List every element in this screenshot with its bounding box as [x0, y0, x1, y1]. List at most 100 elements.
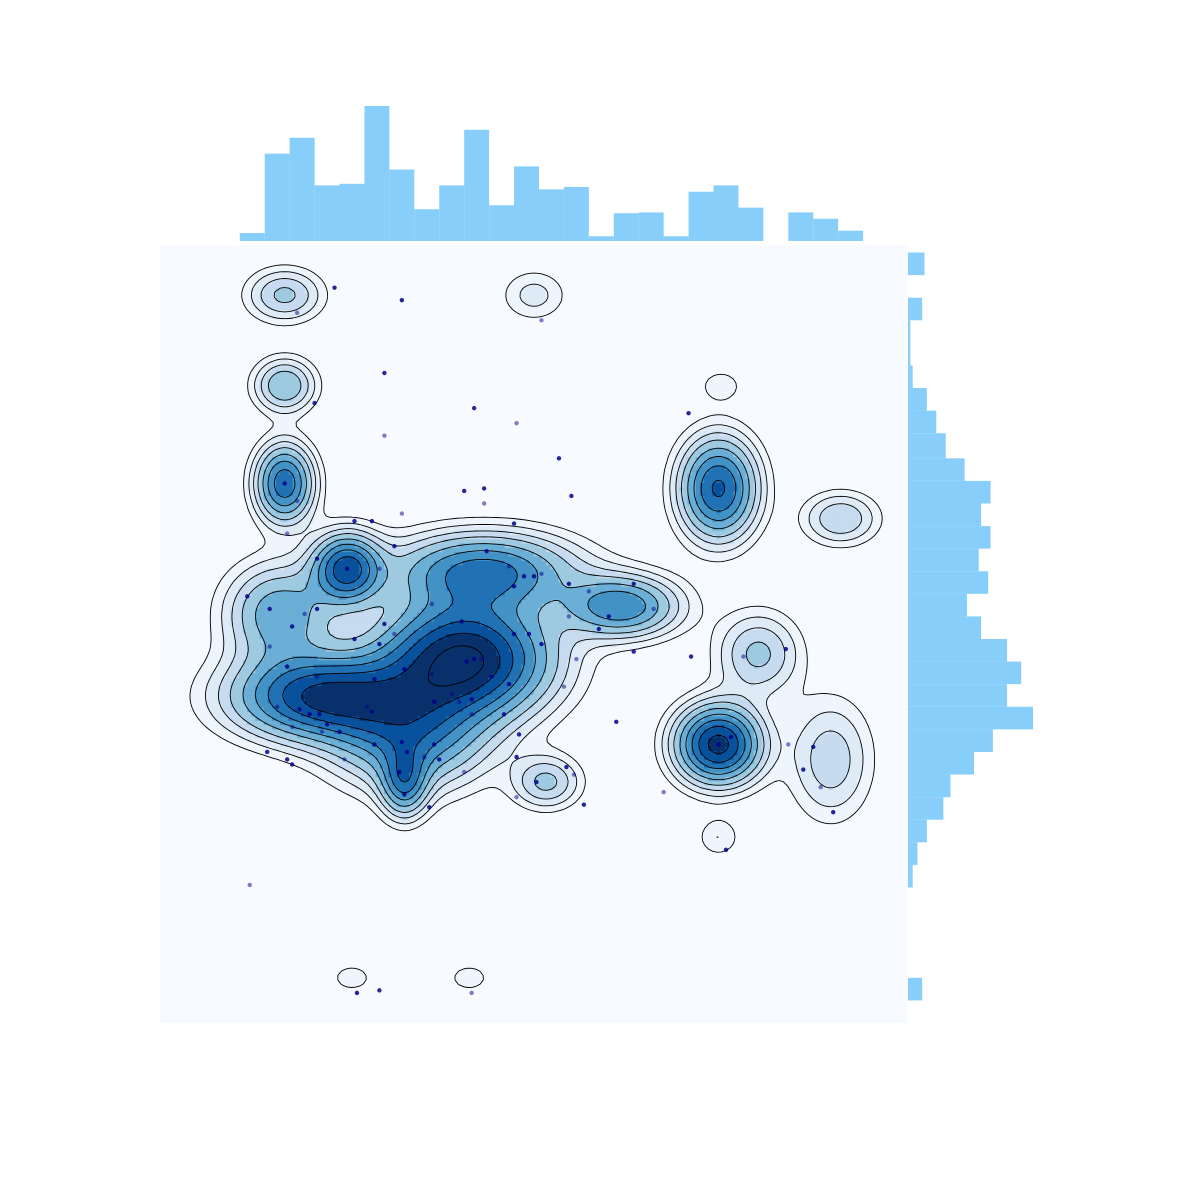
kde-cell [861, 733, 867, 739]
kde-cell [396, 789, 402, 795]
kde-cell [384, 763, 389, 769]
kde-cell [542, 707, 547, 713]
kde-cell [795, 733, 801, 739]
kde-cell [309, 746, 315, 751]
kde-cell [338, 698, 344, 704]
kde-cell [733, 676, 738, 682]
kde-cell [712, 828, 718, 834]
kde-cell [716, 698, 722, 704]
kde-cell [263, 638, 269, 643]
kde-cell [284, 707, 290, 713]
kde-cell [737, 772, 743, 777]
kde-cell [442, 711, 448, 717]
kde-cell [413, 672, 418, 678]
kde-cell [571, 702, 576, 708]
kde-cell [425, 698, 431, 704]
kde-cell [716, 763, 722, 769]
kde-cell [828, 819, 834, 825]
kde-cell [467, 659, 472, 665]
kde-cell [579, 767, 585, 773]
kde-cell [442, 707, 448, 713]
kde-cell [317, 638, 323, 643]
kde-cell [766, 724, 772, 730]
marginal-y-bar [908, 433, 946, 459]
kde-cell [409, 746, 414, 751]
kde-cell [197, 668, 202, 674]
kde-cell [463, 681, 468, 687]
kde-cell [704, 724, 709, 730]
kde-cell [533, 642, 539, 648]
kde-cell [438, 780, 443, 786]
kde-cell [766, 702, 772, 708]
kde-cell [795, 638, 801, 643]
kde-cell [305, 750, 310, 756]
kde-cell [791, 702, 797, 708]
kde-cell [350, 659, 356, 665]
kde-cell [832, 815, 838, 821]
kde-cell [733, 659, 738, 665]
kde-cell [417, 772, 423, 777]
kde-cell [566, 655, 572, 661]
kde-cell [375, 793, 381, 799]
kde-cell [400, 806, 406, 812]
kde-cell [533, 797, 539, 803]
kde-cell [537, 724, 543, 730]
kde-cell [799, 655, 805, 661]
kde-cell [554, 638, 560, 643]
kde-cell [417, 810, 423, 816]
kde-cell [284, 676, 290, 682]
kde-cell [508, 650, 514, 656]
kde-cell [525, 650, 531, 656]
kde-cell [334, 741, 339, 747]
kde-cell [479, 737, 485, 743]
kde-cell [284, 728, 290, 734]
kde-cell [758, 711, 763, 717]
kde-cell [733, 754, 738, 760]
kde-cell [392, 780, 398, 786]
kde-cell [803, 733, 809, 739]
kde-cell [467, 724, 472, 730]
kde-cell [463, 784, 468, 790]
kde-cell [209, 663, 215, 669]
kde-cell [791, 724, 797, 730]
kde-cell [807, 746, 813, 751]
kde-cell [288, 646, 294, 652]
kde-cell [413, 810, 418, 816]
kde-cell [438, 767, 443, 773]
kde-cell [774, 772, 780, 777]
kde-cell [583, 681, 589, 687]
kde-cell [371, 633, 377, 639]
kde-cell [629, 642, 635, 648]
kde-cell [267, 650, 273, 656]
kde-cell [824, 750, 830, 756]
kde-cell [255, 642, 261, 648]
kde-cell [355, 754, 360, 760]
kde-cell [479, 642, 485, 648]
kde-cell [699, 694, 705, 700]
kde-cell [554, 668, 560, 674]
kde-cell [483, 746, 489, 751]
kde-cell [388, 759, 394, 764]
kde-cell [504, 754, 510, 760]
kde-cell [276, 642, 281, 648]
kde-cell [483, 633, 489, 639]
kde-cell [562, 759, 568, 764]
kde-cell [820, 715, 826, 721]
kde-cell [213, 659, 219, 665]
kde-cell [841, 780, 846, 786]
kde-cell [217, 707, 223, 713]
kde-cell [517, 789, 522, 795]
kde-cell [849, 780, 855, 786]
kde-cell [217, 668, 223, 674]
kde-cell [313, 689, 319, 695]
kde-cell [662, 728, 668, 734]
kde-cell [388, 633, 394, 639]
kde-cell [803, 702, 809, 708]
kde-cell [683, 715, 689, 721]
kde-cell [741, 759, 747, 764]
kde-cell [292, 759, 298, 764]
kde-cell [695, 754, 701, 760]
kde-cell [820, 724, 826, 730]
kde-cell [571, 776, 576, 782]
kde-cell [396, 797, 402, 803]
